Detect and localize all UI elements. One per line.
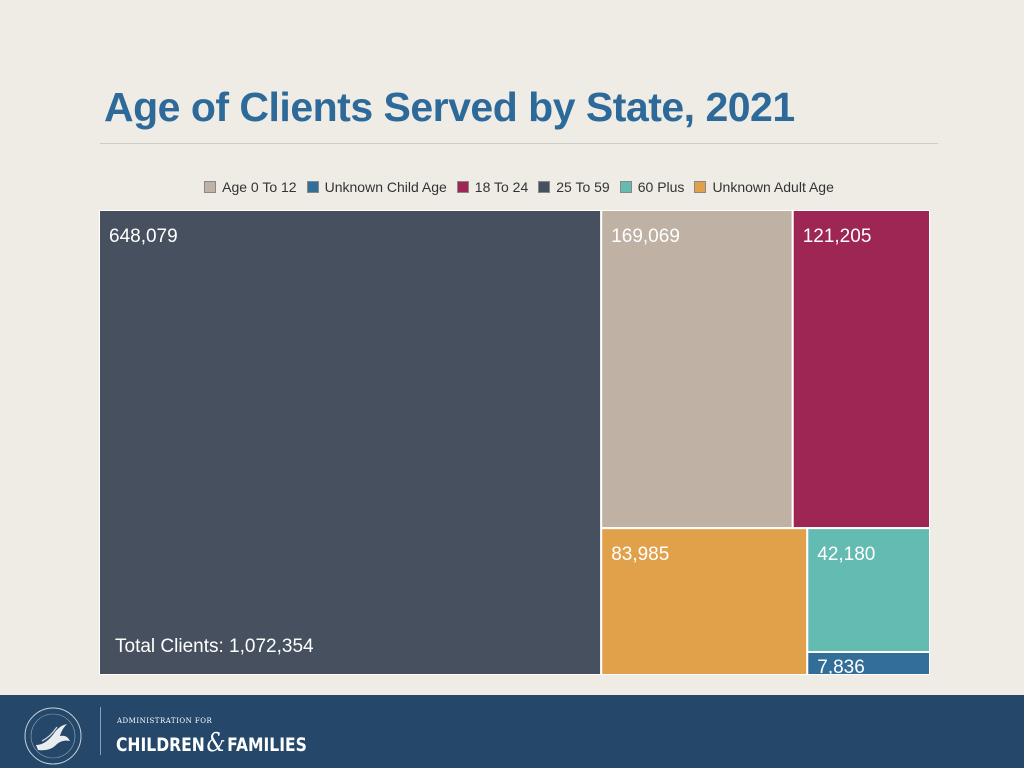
treemap-cell-25-to-59 (99, 210, 603, 675)
legend-label: 60 Plus (637, 179, 685, 195)
treemap-value-label: 121,205 (803, 226, 872, 247)
treemap-value-label: 83,985 (611, 544, 669, 565)
acf-logo-wordmark: CHILDREN&FAMILIES (116, 728, 307, 758)
legend-swatch (694, 181, 707, 193)
acf-word-children: CHILDREN (116, 734, 205, 756)
legend-item-unknown-child: Unknown Child Age (306, 179, 447, 195)
treemap-cell-unknown-child-age (806, 650, 930, 675)
legend-swatch (204, 181, 217, 193)
hhs-seal-icon (24, 707, 82, 765)
legend-label: Age 0 To 12 (222, 179, 297, 195)
treemap-cell-age-0-to-12 (600, 210, 794, 530)
treemap-cell-unknown-adult-age (600, 527, 809, 675)
treemap-cell-60-plus (806, 527, 930, 653)
legend-label: Unknown Adult Age (712, 179, 834, 195)
treemap-cell-18-to-24 (791, 210, 930, 530)
title-divider (100, 143, 938, 144)
legend-swatch (619, 181, 632, 193)
legend-swatch (538, 181, 551, 193)
acf-admin-text: ADMINISTRATION FOR (117, 717, 213, 725)
legend-swatch (456, 181, 469, 193)
legend-label: 18 To 24 (474, 179, 529, 195)
footer-divider (100, 707, 101, 755)
legend-item-18-24: 18 To 24 (456, 179, 529, 195)
treemap-value-label: 42,180 (817, 544, 875, 565)
legend-item-age-0-12: Age 0 To 12 (204, 179, 297, 195)
total-clients-label: Total Clients: 1,072,354 (115, 636, 314, 657)
acf-ampersand: & (206, 728, 226, 758)
legend-item-60-plus: 60 Plus (619, 179, 685, 195)
legend-swatch (306, 181, 319, 193)
treemap-value-label: 7,836 (817, 657, 865, 675)
treemap-svg: 648,079 169,069 121,205 83,985 42,180 7,836 To… (99, 210, 930, 675)
acf-word-families: FAMILIES (227, 734, 307, 756)
legend-label: Unknown Child Age (324, 179, 447, 195)
treemap-value-label: 169,069 (611, 226, 680, 247)
treemap-plot: 648,079 169,069 121,205 83,985 42,180 7,836 To… (99, 210, 930, 675)
legend-item-25-59: 25 To 59 (538, 179, 610, 195)
chart-legend: Age 0 To 12 Unknown Child Age 18 To 24 2… (100, 179, 938, 195)
legend-label: 25 To 59 (556, 179, 610, 195)
slide-title: Age of Clients Served by State, 2021 (104, 84, 795, 130)
legend-item-unknown-adult: Unknown Adult Age (694, 179, 834, 195)
footer-bar: ADMINISTRATION FOR CHILDREN&FAMILIES (0, 695, 1024, 768)
treemap-value-label: 648,079 (109, 226, 178, 247)
